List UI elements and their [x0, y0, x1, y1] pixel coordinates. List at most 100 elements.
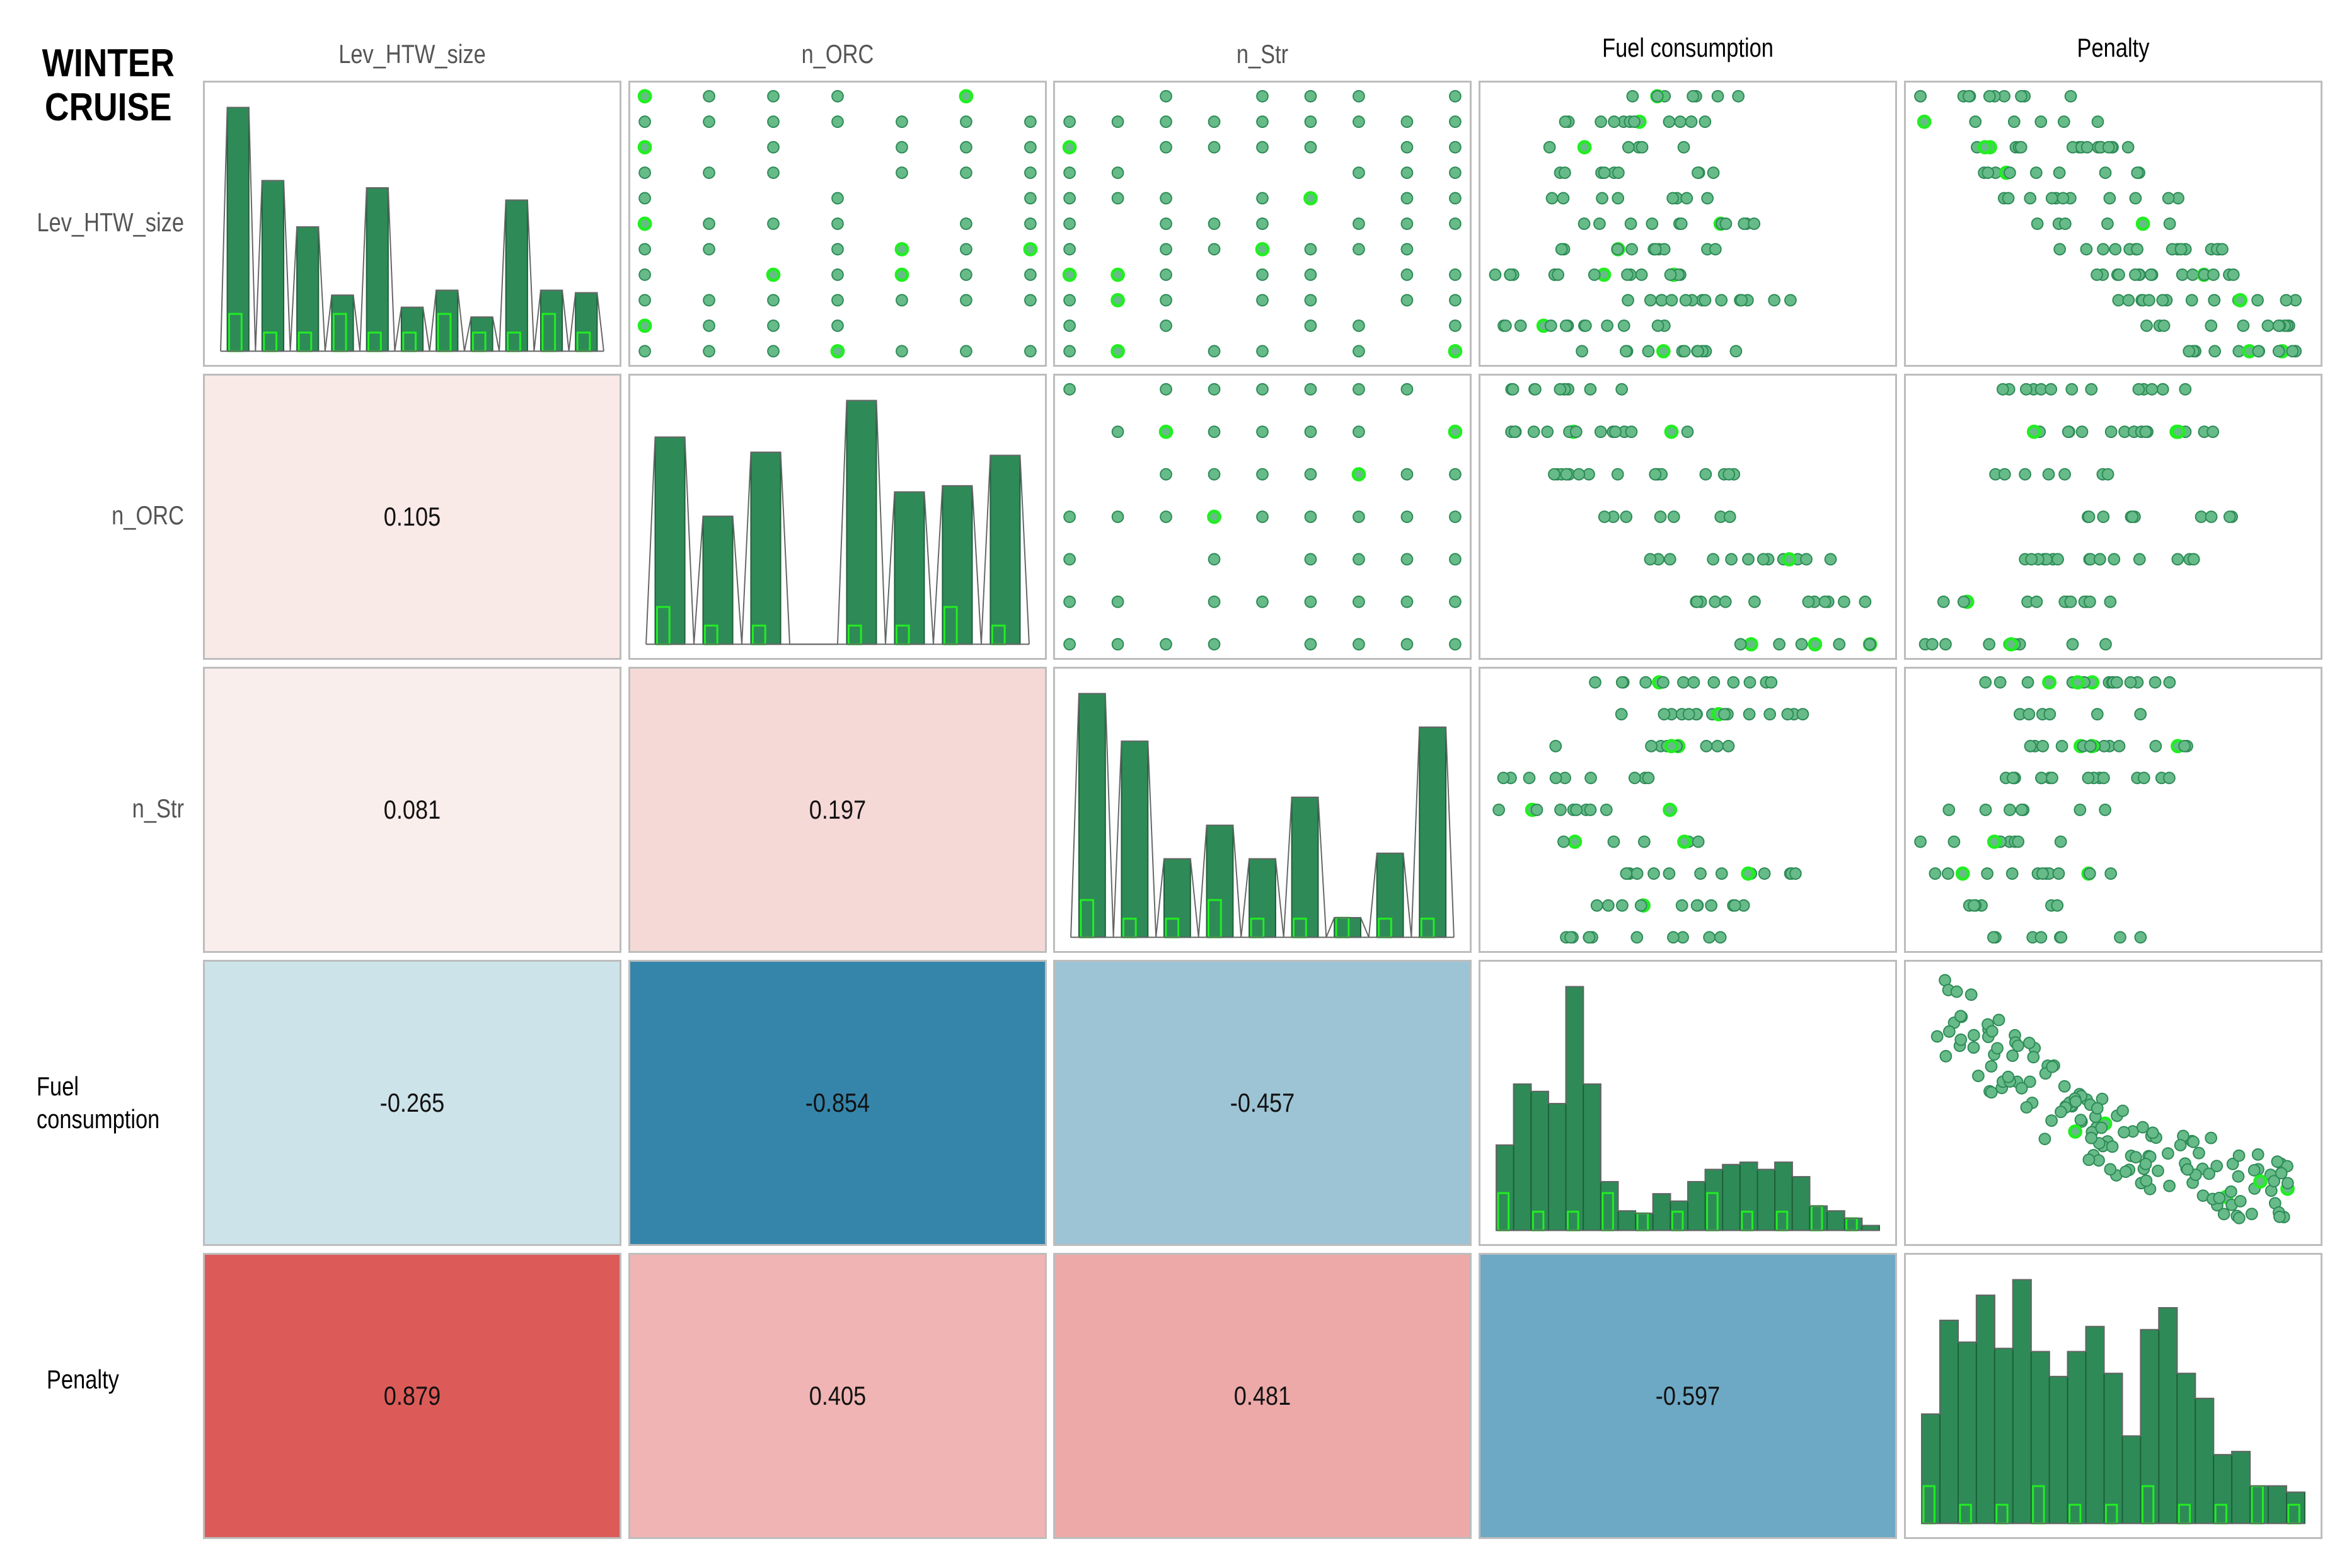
scatter-point: [1615, 676, 1629, 689]
histogram-panel-penalty: [1904, 1253, 2322, 1539]
scatter-point: [2022, 1036, 2036, 1049]
scatter-point: [1304, 425, 1317, 439]
scatter-point: [960, 294, 972, 307]
histogram-bar: [505, 199, 528, 352]
scatter-point: [2020, 1101, 2033, 1114]
scatter-point: [2145, 383, 2159, 396]
scatter-point: [1818, 595, 1831, 608]
scatter-point: [1748, 595, 1761, 608]
scatter-point: [2130, 1151, 2142, 1164]
row-label-n-orc: n_ORC: [112, 500, 184, 530]
scatter-point: [1663, 115, 1676, 129]
scatter-point: [1714, 931, 1727, 944]
scatter-point: [2146, 1126, 2159, 1139]
scatter-point: [1711, 89, 1724, 103]
scatter-point: [1549, 739, 1562, 752]
scatter-point: [2227, 268, 2240, 281]
histogram-n-orc: [645, 400, 1030, 645]
scatter-point: [1497, 771, 1510, 785]
scatter-point: [1158, 424, 1174, 439]
scatter-point: [1572, 468, 1586, 481]
scatter-point: [1963, 89, 1975, 103]
scatter-point: [1624, 217, 1637, 230]
scatter-point: [1768, 294, 1781, 307]
scatter-point: [1930, 1030, 1944, 1043]
scatter-point: [2280, 294, 2293, 307]
scatter-point: [1642, 345, 1655, 358]
scatter-point: [2101, 217, 2114, 230]
scatter-point: [2085, 383, 2098, 396]
scatter-point: [2163, 1179, 2176, 1192]
scatter-point: [1111, 425, 1124, 439]
scatter-point: [2122, 294, 2135, 307]
histogram-bar: [1291, 796, 1319, 938]
scatter-point: [2097, 243, 2109, 256]
scatter-point: [1954, 1033, 1968, 1046]
scatter-point: [894, 267, 909, 282]
scatter-point: [2007, 115, 2021, 129]
scatter-point: [2174, 243, 2188, 256]
scatter-point: [1160, 115, 1172, 129]
scatter-point: [1353, 425, 1365, 439]
histogram-bar: [1861, 1225, 1880, 1231]
scatter-point: [1628, 115, 1641, 129]
scatter-point: [1981, 867, 1994, 880]
scatter-point: [1208, 553, 1221, 566]
scatter-point: [1024, 166, 1037, 179]
scatter-point: [1304, 510, 1317, 523]
scatter-point: [2099, 166, 2112, 179]
scatter-point: [1616, 899, 1629, 912]
title-line-2: CRUISE: [45, 86, 172, 129]
scatter-point: [1514, 319, 1527, 332]
scatter-point: [1449, 141, 1462, 154]
scatter-point: [2055, 931, 2068, 944]
scatter-point: [2082, 771, 2095, 785]
histogram-bar: [1419, 726, 1447, 938]
scatter-point: [2104, 425, 2118, 439]
scatter-point: [1448, 424, 1463, 439]
scatter-point: [960, 217, 972, 230]
scatter-point: [2022, 708, 2036, 721]
scatter-point: [831, 115, 844, 129]
scatter-point: [1583, 931, 1596, 944]
scatter-point: [1256, 595, 1269, 608]
histogram-bar: [1530, 1090, 1549, 1231]
scatter-point: [2058, 468, 2071, 481]
scatter-point: [2099, 804, 2111, 816]
scatter-point: [2015, 1081, 2028, 1095]
scatter-point: [2234, 1195, 2247, 1208]
scatter-point: [1588, 268, 1601, 281]
scatter-point: [2082, 1153, 2096, 1167]
scatter-point: [1808, 637, 1823, 652]
scatter-point: [2043, 708, 2056, 721]
scatter-point: [1304, 89, 1317, 103]
scatter-point: [2187, 553, 2200, 566]
scatter-point: [1756, 553, 1770, 566]
scatter-point: [637, 140, 652, 154]
scatter-point: [1528, 383, 1542, 396]
scatter-n-str-penalty: [1914, 675, 2193, 944]
scatter-point: [1617, 319, 1630, 332]
scatter-point: [2113, 739, 2126, 752]
histogram-bar: [400, 306, 424, 352]
scatter-point: [1996, 383, 2009, 396]
histogram-bar: [1652, 1193, 1671, 1231]
scatter-point: [1208, 243, 1221, 256]
scatter-point: [1598, 166, 1611, 179]
scatter-point: [1589, 676, 1601, 689]
correlation-panel-n-orc-lev-htw-size: 0.105: [203, 374, 621, 660]
scatter-point: [831, 319, 844, 332]
scatter-point: [2034, 931, 2048, 944]
histogram-bar: [1939, 1319, 1959, 1525]
scatter-point: [1677, 141, 1690, 154]
histogram-panel-n-orc: [628, 374, 1047, 660]
scatter-point: [1692, 345, 1704, 358]
scatter-point: [1705, 899, 1718, 912]
scatter-point: [2058, 1080, 2071, 1093]
scatter-point: [1023, 242, 1038, 257]
scatter-point: [1942, 1025, 1956, 1038]
histogram-bar: [989, 454, 1021, 645]
scatter-point: [2131, 243, 2143, 256]
row-label-n-str: n_Str: [132, 793, 184, 823]
scatter-point: [1353, 166, 1365, 179]
